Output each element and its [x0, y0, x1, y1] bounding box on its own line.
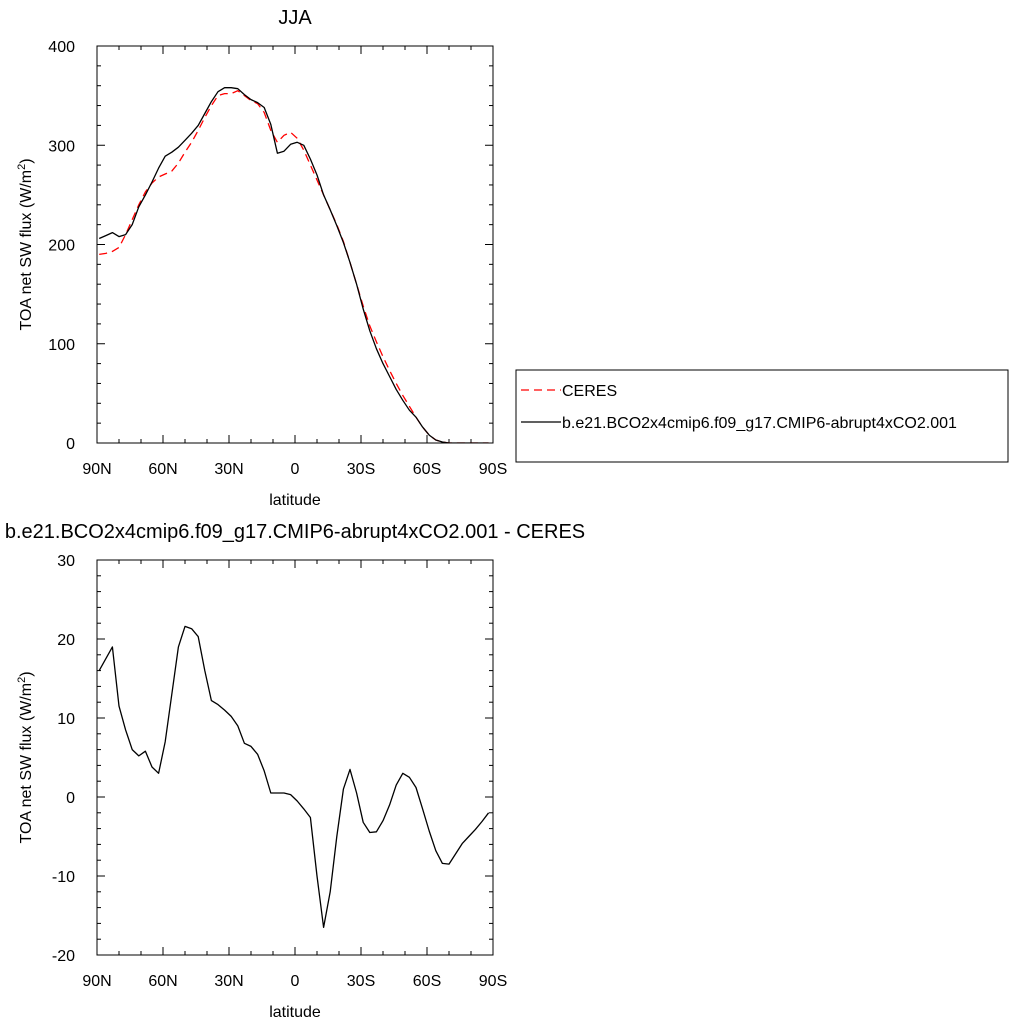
- x-tick-label: 60N: [148, 461, 177, 478]
- series-line-model: [98, 625, 490, 929]
- x-tick-label: 0: [291, 461, 300, 478]
- series-group: [98, 625, 490, 929]
- y-tick-label: 300: [48, 138, 75, 155]
- x-tick-label: 0: [291, 973, 300, 990]
- y-tick-label: 20: [57, 632, 75, 649]
- legend-label: CERES: [562, 383, 617, 400]
- y-tick-label: 10: [57, 711, 75, 728]
- y-tick-label: 400: [48, 39, 75, 56]
- x-tick-label: 90S: [479, 461, 507, 478]
- series-line-model: [98, 87, 489, 443]
- legend-label: b.e21.BCO2x4cmip6.f09_g17.CMIP6-abrupt4x…: [562, 415, 957, 432]
- y-axis-label: TOA net SW flux (W/m2): [16, 158, 35, 330]
- x-tick-label: 60S: [413, 973, 441, 990]
- plot-frame: [96, 45, 494, 444]
- y-tick-label: 0: [66, 790, 75, 807]
- x-tick-label: 60N: [148, 973, 177, 990]
- y-tick-label: 200: [48, 238, 75, 255]
- x-tick-label: 90N: [82, 973, 111, 990]
- y-tick-label: 30: [57, 553, 75, 570]
- chart-panel-1: 90N 60N 30N 0 30S 60S 90S 0 100 200 300 400 JJA latit…: [16, 7, 1009, 509]
- x-axis-label: latitude: [269, 1004, 321, 1021]
- x-tick-label: 30S: [347, 461, 375, 478]
- y-axis-label: TOA net SW flux (W/m2): [16, 671, 35, 843]
- x-tick-label: 90S: [479, 973, 507, 990]
- y-tick-label: 0: [66, 436, 75, 453]
- y-tick-label: -20: [52, 948, 75, 965]
- y-tick-label: -10: [52, 869, 75, 886]
- x-tick-label: 30N: [214, 973, 243, 990]
- x-tick-label: 90N: [82, 461, 111, 478]
- x-axis-label: latitude: [269, 492, 321, 509]
- series-group: [98, 87, 489, 443]
- chart-title: b.e21.BCO2x4cmip6.f09_g17.CMIP6-abrupt4x…: [5, 521, 585, 543]
- legend: CERES b.e21.BCO2x4cmip6.f09_g17.CMIP6-abr…: [515, 369, 1009, 463]
- x-tick-label: 30N: [214, 461, 243, 478]
- legend-box: [515, 369, 1009, 463]
- plot-frame: [96, 559, 494, 956]
- x-tick-label: 60S: [413, 461, 441, 478]
- x-tick-label: 30S: [347, 973, 375, 990]
- y-tick-label: 100: [48, 337, 75, 354]
- chart-panel-2: 90N 60N 30N 0 30S 60S 90S -20 -10 0 10 20 30 b.e21.BC…: [5, 521, 585, 1021]
- chart-title: JJA: [278, 7, 312, 29]
